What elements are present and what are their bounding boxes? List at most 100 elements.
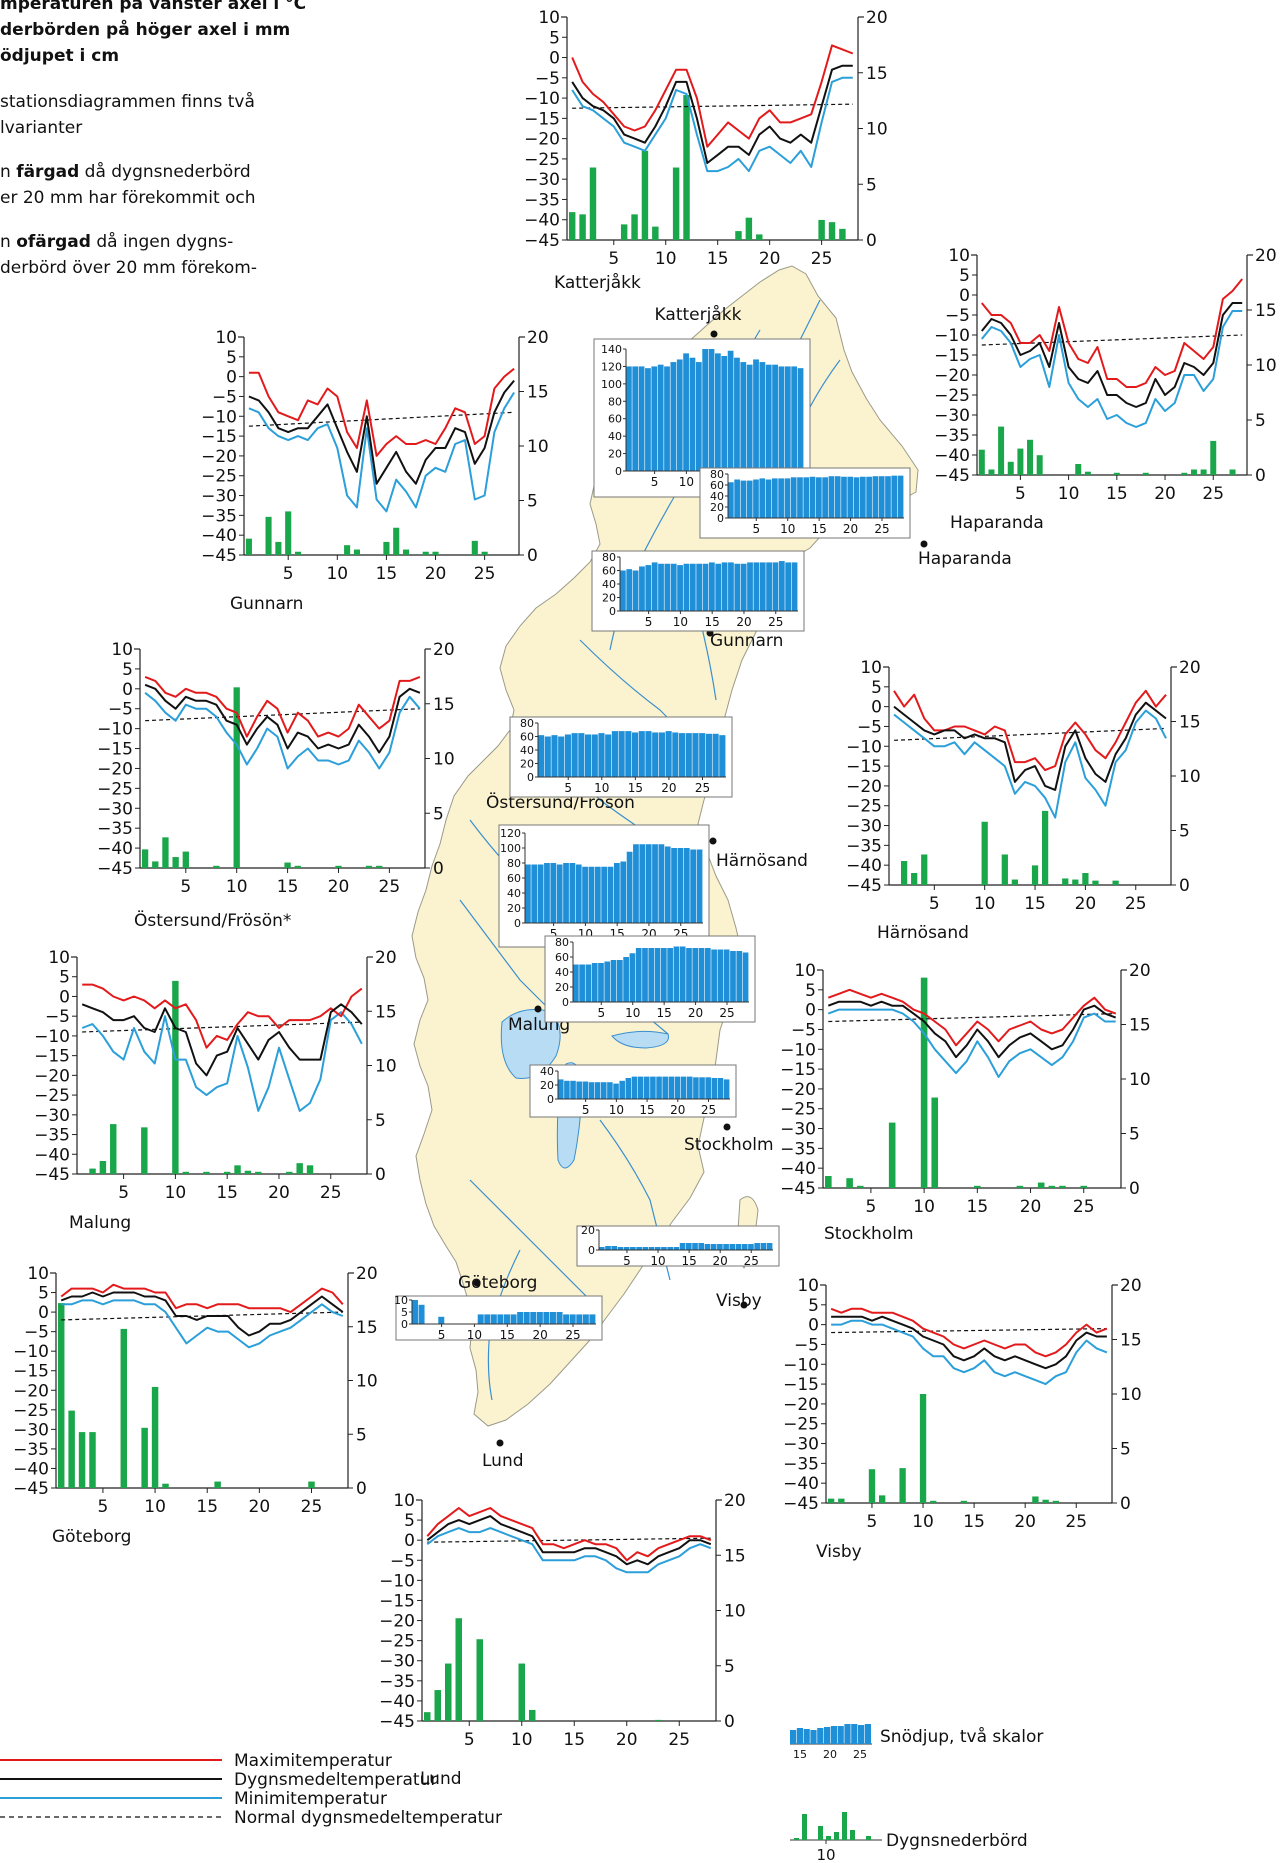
chart-visby-ytick-label--20: −20 <box>783 1395 819 1415</box>
snow-ostersund-froson-bar-1 <box>538 735 545 777</box>
snow-visby-bar-16 <box>692 1243 698 1250</box>
chart-katterjakk-min-line <box>571 76 853 173</box>
chart-haparanda-xtick-label-15: 15 <box>1106 484 1128 504</box>
chart-lund-ytick-label--40: −40 <box>379 1692 415 1712</box>
chart-malung-precip-bar-21 <box>286 1171 293 1174</box>
chart-harnosand-ytick-label--10: −10 <box>846 737 882 757</box>
legend-snow-bar-12 <box>864 1724 871 1744</box>
chart-stockholm-mean-line <box>827 1000 1117 1059</box>
snow-haparanda-bar-25 <box>878 476 885 518</box>
snow-harnosand-bar-2 <box>531 864 538 923</box>
chart-gunnarn-precip-bar-19 <box>422 551 429 555</box>
chart-ostersund-froson-station-label: Östersund/Frösön* <box>134 909 291 931</box>
snow-malung-bar-14 <box>654 948 661 1002</box>
legend-precip-bar-5 <box>826 1836 831 1840</box>
snow-goteborg-ytick-label-10: 10 <box>394 1294 408 1307</box>
chart-stockholm-ytick-label--35: −35 <box>780 1139 816 1159</box>
snow-ostersund-froson-bar-7 <box>578 733 585 777</box>
chart-katterjakk-ytick-label--15: −15 <box>524 109 560 129</box>
chart-visby-ytick-label--25: −25 <box>783 1415 819 1435</box>
snow-katterjakk-bar-7 <box>664 366 670 471</box>
chart-katterjakk-ytick-label--20: −20 <box>524 130 560 150</box>
chart-visby-precip-bar-1 <box>827 1498 835 1503</box>
snow-malung-ytick-label-40: 40 <box>555 966 569 979</box>
chart-katterjakk-precip-bar-19 <box>756 234 763 240</box>
chart-haparanda-xtick-label-10: 10 <box>1058 484 1080 504</box>
snow-katterjakk-ytick-label-40: 40 <box>608 430 622 443</box>
chart-stockholm-xtick-label-25: 25 <box>1073 1197 1095 1217</box>
snow-ostersund-froson-bar-3 <box>551 735 558 777</box>
snow-malung-bar-11 <box>635 948 642 1002</box>
snow-goteborg-xtick-label-20: 20 <box>533 1328 548 1342</box>
snow-katterjakk-bar-6 <box>657 364 664 471</box>
snow-goteborg-ytick-label-5: 5 <box>401 1306 408 1319</box>
chart-gunnarn-ytick-label-10: 10 <box>215 328 237 348</box>
intro-bold-colored: färgad <box>16 162 80 182</box>
chart-stockholm-max-line <box>827 988 1117 1047</box>
snow-stockholm-bar-13 <box>631 1076 638 1099</box>
chart-stockholm-y2tick-label-10: 10 <box>1129 1070 1151 1090</box>
chart-goteborg-xtick-label-10: 10 <box>144 1497 166 1517</box>
snow-ostersund-froson-bar-18 <box>652 732 659 777</box>
chart-goteborg-precip-bar-1 <box>57 1303 65 1488</box>
chart-visby-precip-bar-5 <box>868 1469 876 1503</box>
snow-gunnarn-bar-7 <box>658 563 664 611</box>
snow-malung-xtick-label-10: 10 <box>625 1006 640 1020</box>
snow-stockholm-xtick-label-5: 5 <box>582 1103 590 1117</box>
chart-goteborg-ytick-label-0: 0 <box>38 1303 49 1323</box>
chart-harnosand-max-line <box>893 689 1167 772</box>
chart-lund-xtick-label-25: 25 <box>668 1730 690 1750</box>
chart-malung-xtick-label-15: 15 <box>216 1183 238 1203</box>
chart-katterjakk-precip-bar-1 <box>568 212 576 240</box>
snow-ostersund-froson-bar-21 <box>672 732 679 777</box>
legend: MaximitemperaturDygnsmedeltemperaturMini… <box>0 1724 1043 1863</box>
chart-haparanda-ytick-label-5: 5 <box>959 266 970 286</box>
chart-stockholm-precip-bar-11 <box>931 1097 939 1188</box>
snow-visby-bar-13 <box>673 1247 680 1250</box>
chart-gunnarn-ytick-label-0: 0 <box>226 368 237 388</box>
snow-haparanda-bar-13 <box>803 477 810 518</box>
chart-katterjakk-ytick-label--30: −30 <box>524 170 560 190</box>
chart-lund-ytick-label--5: −5 <box>390 1551 415 1571</box>
snow-stockholm-bar-26 <box>711 1078 718 1099</box>
chart-goteborg-precip-bar-4 <box>89 1432 96 1488</box>
snow-gunnarn-bar-5 <box>645 565 652 611</box>
snow-harnosand-bar-11 <box>588 866 595 923</box>
snow-katterjakk-bar-26 <box>784 366 791 471</box>
snow-haparanda-bar-15 <box>816 477 822 518</box>
snow-depth-charts: 1401201008060402005101520258060402005101… <box>394 338 911 1342</box>
chart-haparanda-precip-bar-27 <box>1229 469 1236 475</box>
snow-malung-bar-18 <box>679 946 686 1002</box>
snow-malung-bar-22 <box>705 948 711 1002</box>
chart-katterjakk-precip-bar-25 <box>818 219 825 240</box>
legend-mean-label: Dygnsmedeltemperatur <box>234 1770 437 1790</box>
chart-malung-y2tick-label-0: 0 <box>375 1165 386 1185</box>
map-label-stockholm: Stockholm <box>684 1135 774 1155</box>
chart-malung-ytick-label--40: −40 <box>34 1145 70 1165</box>
chart-harnosand-y2tick-label-10: 10 <box>1179 767 1201 787</box>
chart-visby-y2tick-label-5: 5 <box>1120 1440 1131 1460</box>
chart-harnosand-xtick-label-25: 25 <box>1125 894 1147 914</box>
chart-stockholm-precip-bar-15 <box>974 1185 981 1188</box>
chart-ostersund-froson-ytick-label-0: 0 <box>122 680 133 700</box>
snow-katterjakk-bar-27 <box>791 366 798 471</box>
chart-gunnarn-precip-bar-17 <box>403 549 410 555</box>
snow-ostersund-froson-bar-17 <box>645 731 652 777</box>
chart-ostersund-froson-ytick-label--20: −20 <box>97 759 133 779</box>
snow-gunnarn-bar-8 <box>664 563 671 611</box>
chart-ostersund-froson-precip-bar-4 <box>172 857 179 868</box>
snow-visby-bar-22 <box>729 1244 736 1250</box>
snow-haparanda-bar-22 <box>860 476 866 518</box>
chart-gunnarn-precip-bar-12 <box>353 549 360 555</box>
snow-haparanda-xtick-label-25: 25 <box>874 522 889 536</box>
chart-haparanda-ytick-label-10: 10 <box>948 246 970 266</box>
chart-lund-ytick-label--25: −25 <box>379 1632 415 1652</box>
chart-katterjakk-ytick-label--10: −10 <box>524 89 560 109</box>
chart-malung-precip-bar-10 <box>172 980 179 1174</box>
snow-malung-bar-1 <box>573 964 579 1002</box>
chart-katterjakk-max-line <box>571 44 854 148</box>
chart-malung-max-line <box>82 983 363 1049</box>
snow-visby-bar-25 <box>748 1244 754 1250</box>
intro-p2-line2: er 20 mm har förekommit och <box>0 188 256 208</box>
